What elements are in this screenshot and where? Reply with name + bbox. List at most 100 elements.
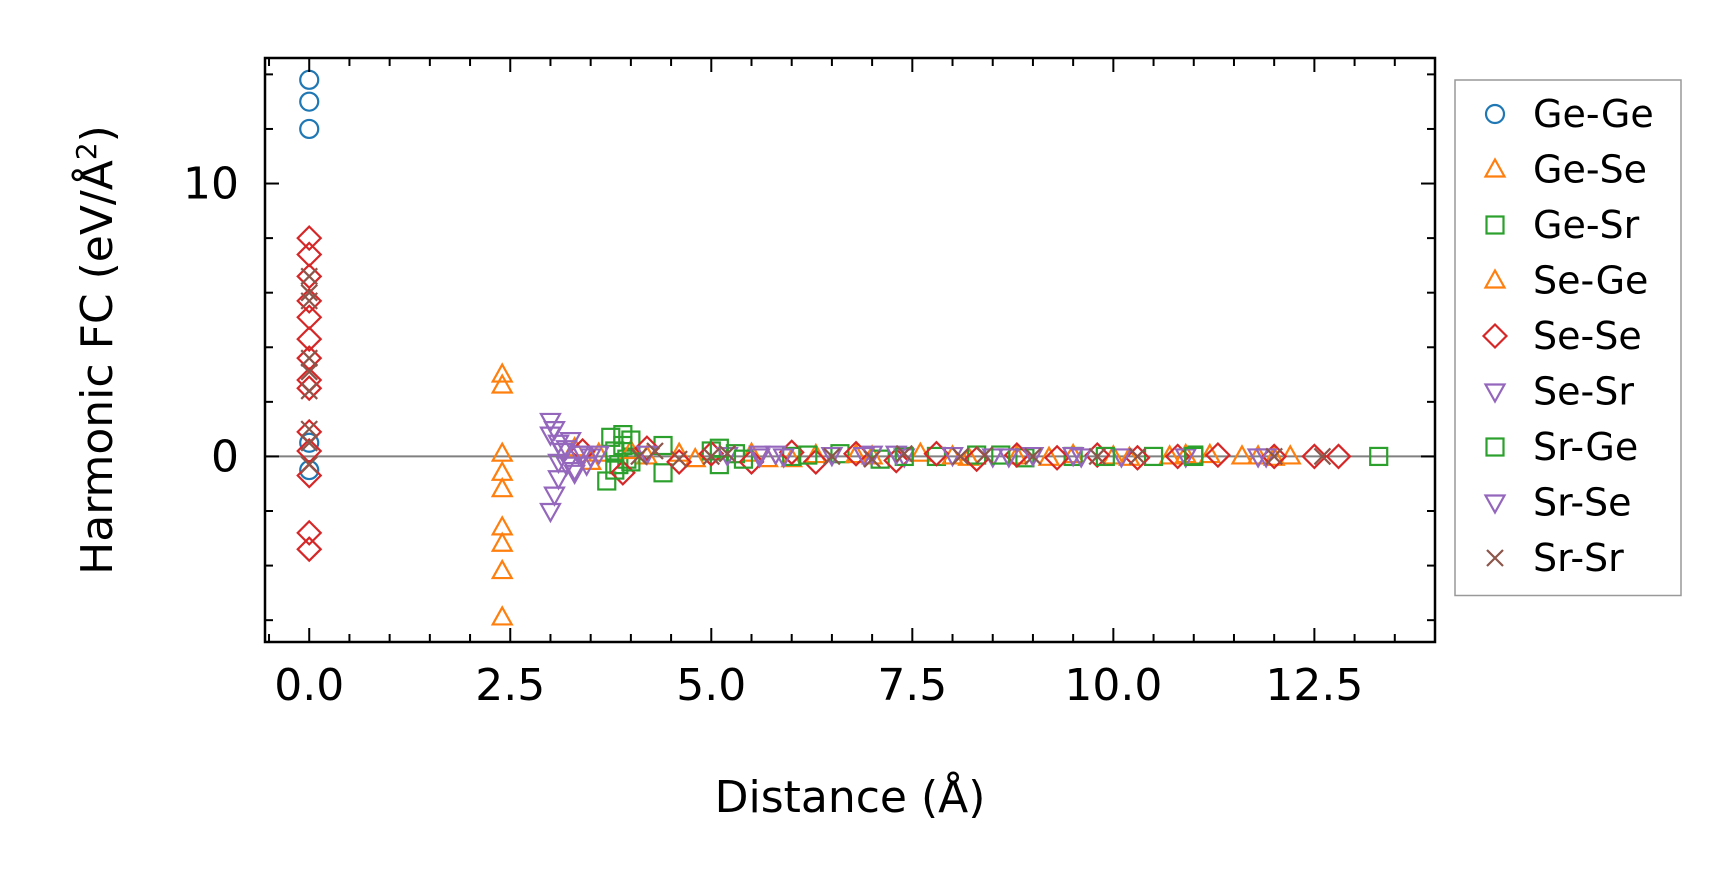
data-point-se-se xyxy=(296,326,323,353)
legend-entry-ge-sr: Ge-Sr xyxy=(1485,203,1640,247)
legend: Ge-Ge Ge-Se Ge-Sr Se-Ge Se-Se Se-Sr Sr-Ge Sr-Se… xyxy=(1454,79,1682,597)
legend-marker-se-ge xyxy=(1483,268,1507,289)
data-point-sr-sr xyxy=(300,382,319,400)
data-point-sr-se xyxy=(748,448,771,469)
data-point-se-se xyxy=(296,437,323,465)
y-axis-label-prefix: Harmonic FC (eV/Å xyxy=(70,160,123,575)
data-point-sr-se xyxy=(575,456,599,477)
legend-label: Sr-Se xyxy=(1533,481,1632,525)
data-point-sr-sr xyxy=(1024,447,1042,466)
x-tick-label: 7.5 xyxy=(877,660,947,711)
data-point-sr-sr xyxy=(300,363,319,381)
y-axis-label-suffix: ) xyxy=(72,125,123,142)
x-tick-label: 2.5 xyxy=(475,660,545,711)
data-point-ge-ge xyxy=(299,91,320,112)
legend-label: Ge-Se xyxy=(1533,148,1647,192)
data-point-ge-ge xyxy=(299,118,320,140)
data-point-ge-se xyxy=(1118,445,1141,466)
data-point-sr-ge xyxy=(709,438,729,458)
x-tick-label: 0.0 xyxy=(274,660,344,711)
data-point-sr-se xyxy=(563,464,586,486)
data-point-se-sr xyxy=(1110,448,1133,469)
data-point-se-se xyxy=(296,225,323,252)
data-point-sr-se xyxy=(567,445,590,466)
data-point-sr-sr xyxy=(895,444,914,463)
legend-label: Se-Se xyxy=(1533,314,1642,358)
data-point-sr-sr xyxy=(1265,447,1283,466)
legend-entry-ge-ge: Ge-Ge xyxy=(1484,92,1654,136)
data-point-se-se xyxy=(883,447,910,474)
data-point-sr-se xyxy=(1061,446,1085,468)
data-point-sr-se xyxy=(587,445,611,466)
data-point-se-ge xyxy=(1262,445,1286,466)
data-point-se-se xyxy=(1325,443,1352,470)
data-point-se-sr xyxy=(748,445,771,466)
data-point-se-ge xyxy=(1230,444,1254,465)
data-point-ge-se xyxy=(1061,442,1085,464)
data-point-se-se xyxy=(1044,444,1071,471)
legend-label: Sr-Ge xyxy=(1533,425,1638,469)
legend-entry-sr-sr: Sr-Sr xyxy=(1486,536,1624,580)
x-tick-label: 5.0 xyxy=(676,660,746,711)
data-point-se-ge xyxy=(844,442,868,464)
legend-entry-sr-se: Sr-Se xyxy=(1483,481,1632,525)
y-axis-label-superscript: 2 xyxy=(70,142,103,160)
data-point-sr-sr xyxy=(823,447,841,466)
data-point-se-ge xyxy=(1037,445,1061,466)
data-point-se-sr xyxy=(1021,446,1045,468)
legend-marker-se-se xyxy=(1481,322,1509,350)
data-point-sr-ge xyxy=(1184,446,1204,467)
data-point-se-se xyxy=(802,448,829,475)
data-point-sr-sr xyxy=(300,349,319,367)
legend-marker-ge-ge xyxy=(1484,103,1506,125)
data-point-ge-sr xyxy=(653,463,673,483)
data-point-sr-sr xyxy=(718,444,737,463)
data-point-sr-sr xyxy=(630,447,648,466)
data-point-se-sr xyxy=(563,461,586,483)
data-point-se-se xyxy=(296,519,323,546)
legend-marker-sr-ge xyxy=(1485,437,1505,457)
data-point-se-se xyxy=(1204,442,1231,469)
data-point-se-se xyxy=(296,287,323,314)
data-point-ge-sr xyxy=(830,444,850,464)
x-tick-label: 10.0 xyxy=(1064,660,1162,711)
series-se-sr xyxy=(539,412,1270,524)
data-point-ge-se xyxy=(490,441,514,462)
data-point-sr-sr xyxy=(951,447,970,466)
x-tick-label: 12.5 xyxy=(1265,660,1363,711)
legend-label: Se-Sr xyxy=(1533,370,1634,414)
data-point-ge-sr xyxy=(1369,446,1389,467)
data-point-sr-se xyxy=(539,426,562,447)
legend-label: Sr-Sr xyxy=(1533,536,1624,580)
series-se-se xyxy=(296,225,1352,563)
data-point-sr-ge xyxy=(798,445,818,465)
data-point-se-se xyxy=(296,263,323,290)
legend-marker-ge-se xyxy=(1483,157,1507,178)
data-point-ge-se xyxy=(490,362,514,383)
data-point-sr-ge xyxy=(733,449,754,469)
data-point-ge-ge xyxy=(299,432,320,453)
legend-label: Ge-Sr xyxy=(1533,203,1640,247)
legend-label: Se-Ge xyxy=(1533,259,1648,303)
data-point-sr-sr xyxy=(1088,447,1107,466)
legend-entry-se-sr: Se-Sr xyxy=(1483,370,1634,414)
data-point-sr-se xyxy=(997,448,1021,469)
data-point-ge-ge xyxy=(299,69,320,90)
data-point-ge-se xyxy=(957,445,980,466)
data-point-sr-sr xyxy=(300,455,319,474)
legend-marker-sr-se xyxy=(1483,494,1507,515)
data-point-se-sr xyxy=(543,486,566,507)
y-tick-label: 0 xyxy=(211,431,239,482)
legend-entry-se-se: Se-Se xyxy=(1481,314,1642,358)
data-point-ge-se xyxy=(490,531,514,552)
data-point-se-se xyxy=(738,448,765,475)
data-point-sr-sr xyxy=(670,450,688,468)
data-point-se-se xyxy=(633,435,661,462)
data-point-sr-ge xyxy=(621,452,641,472)
data-point-sr-sr xyxy=(300,420,319,438)
data-point-sr-se xyxy=(764,445,787,466)
data-point-se-se xyxy=(296,304,323,331)
series-ge-se xyxy=(490,362,1302,626)
data-point-sr-sr xyxy=(300,292,319,310)
